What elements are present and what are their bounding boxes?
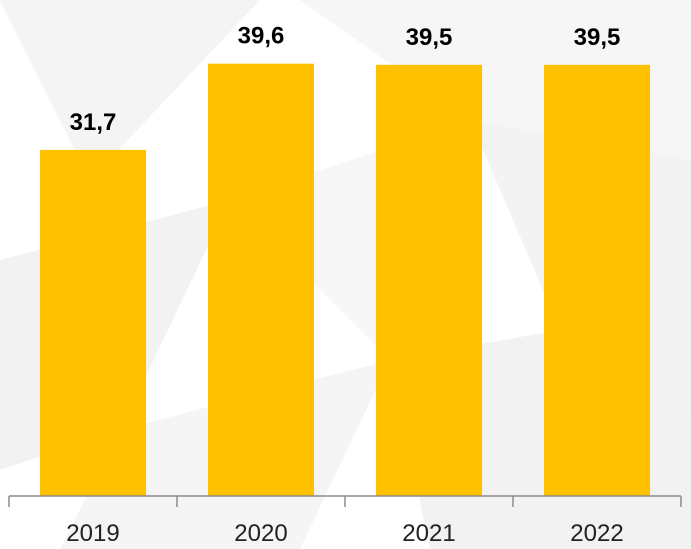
tick-labels-group: 2019 2020 2021 2022: [66, 520, 623, 547]
x-axis: [8, 495, 682, 507]
x-tick-label-2020: 2020: [234, 520, 287, 547]
bar-2021: [376, 64, 482, 497]
x-tick-label-2019: 2019: [66, 520, 119, 547]
x-tick-label-2021: 2021: [402, 520, 455, 547]
bars-group: [40, 63, 650, 497]
value-label-2019: 31,7: [70, 109, 117, 136]
background-facet: [0, 0, 260, 180]
bar-2020: [208, 63, 314, 496]
bar-2019: [40, 149, 146, 496]
bar-2022: [544, 64, 650, 497]
value-label-2021: 39,5: [406, 24, 453, 51]
x-tick-label-2022: 2022: [570, 520, 623, 547]
value-labels-group: 31,7 39,6 39,5 39,5: [70, 23, 621, 136]
value-label-2022: 39,5: [574, 24, 621, 51]
value-label-2020: 39,6: [238, 23, 285, 50]
